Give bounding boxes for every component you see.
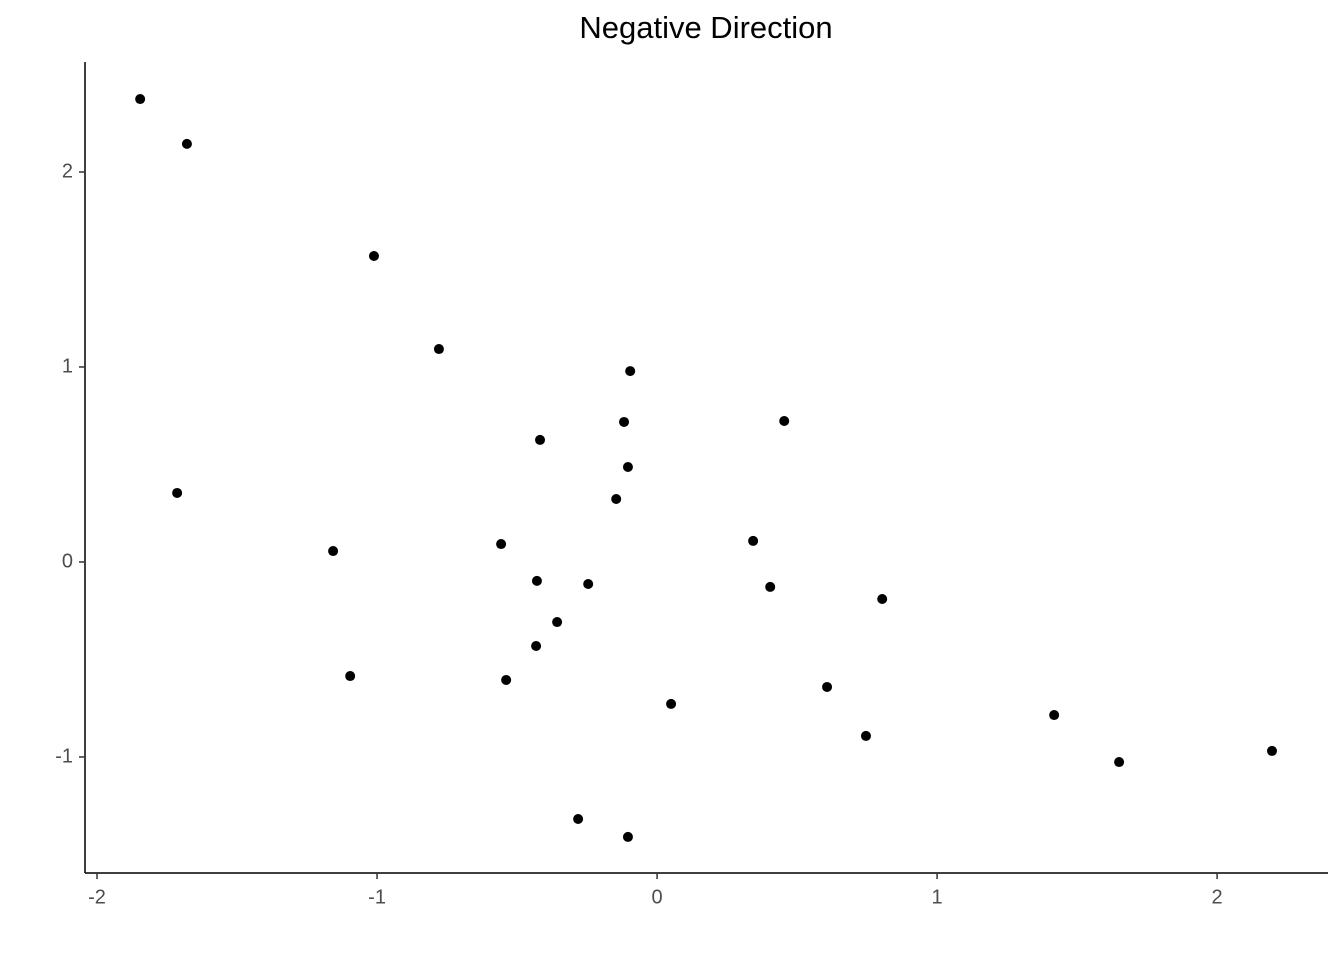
point [625, 366, 636, 377]
point [619, 416, 630, 427]
y-tick-label: 2 [62, 160, 73, 182]
point [583, 579, 594, 590]
point [622, 462, 633, 473]
x-tick-label: 1 [932, 886, 943, 908]
point [172, 487, 183, 498]
point [328, 546, 339, 557]
point [1114, 757, 1125, 768]
point [1049, 710, 1060, 721]
point [531, 575, 542, 586]
x-tick-label: -2 [88, 886, 106, 908]
point [496, 539, 507, 550]
point [877, 594, 888, 605]
y-tick-label: 0 [62, 550, 73, 572]
point [611, 493, 622, 504]
point [822, 681, 833, 692]
point [345, 671, 356, 682]
y-tick-label: -1 [55, 745, 73, 767]
point [535, 434, 546, 445]
point [860, 730, 871, 741]
point [531, 641, 542, 652]
point [1266, 745, 1277, 756]
point [501, 674, 512, 685]
point [552, 617, 563, 628]
x-tick-label: 0 [652, 886, 663, 908]
point [181, 138, 192, 149]
point [433, 344, 444, 355]
point [573, 813, 584, 824]
point [368, 251, 379, 262]
point [135, 94, 146, 105]
point [622, 831, 633, 842]
point [666, 698, 677, 709]
point [748, 535, 759, 546]
point [765, 581, 776, 592]
chart-title: Negative Direction [579, 10, 832, 45]
y-tick-label: 1 [62, 355, 73, 377]
x-tick-label: 2 [1212, 886, 1223, 908]
point [779, 415, 790, 426]
x-tick-label: -1 [368, 886, 386, 908]
